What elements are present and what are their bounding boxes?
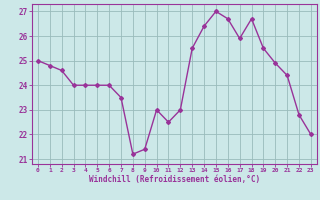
X-axis label: Windchill (Refroidissement éolien,°C): Windchill (Refroidissement éolien,°C) (89, 175, 260, 184)
